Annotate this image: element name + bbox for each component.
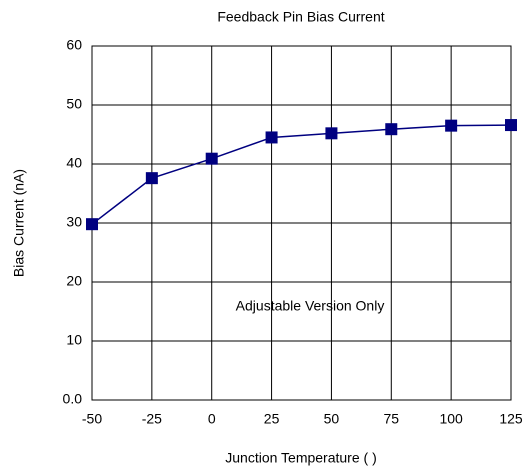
marker [265, 131, 278, 144]
annotation: Adjustable Version Only [236, 298, 385, 314]
y-tick-label: 20 [66, 273, 82, 289]
x-tick-label: 125 [499, 411, 523, 427]
marker [205, 152, 218, 165]
series-line [91, 124, 512, 225]
x-tick-label: -50 [82, 411, 102, 427]
marker [325, 127, 338, 140]
x-tick-label: 75 [383, 411, 399, 427]
marker [145, 172, 158, 185]
y-axis-label: Bias Current (nA) [11, 169, 27, 277]
marker [385, 123, 398, 136]
marker [445, 119, 458, 132]
x-tick-label: 50 [324, 411, 340, 427]
y-tick-label: 30 [66, 214, 82, 230]
x-tick-label: -25 [142, 411, 162, 427]
y-tick-label: 40 [66, 155, 82, 171]
y-tick-label: 60 [66, 37, 82, 53]
x-tick-label: 25 [264, 411, 280, 427]
chart-title: Feedback Pin Bias Current [217, 9, 384, 25]
y-tick-label: 50 [66, 96, 82, 112]
x-tick-label: 0 [208, 411, 216, 427]
marker [505, 119, 517, 132]
x-axis-label: Junction Temperature ( ) [225, 450, 376, 466]
y-tick-label: 0.0 [63, 391, 83, 407]
marker [86, 218, 98, 231]
x-tick-label: 100 [439, 411, 463, 427]
y-tick-label: 10 [66, 332, 82, 348]
